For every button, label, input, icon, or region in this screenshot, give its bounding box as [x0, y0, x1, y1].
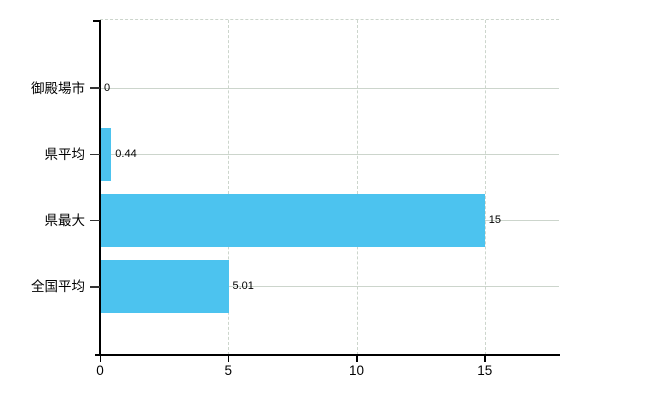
vertical-gridline	[228, 20, 230, 355]
bar	[100, 127, 112, 181]
bar	[100, 260, 229, 314]
plot-top-border	[100, 19, 559, 20]
vertical-gridline	[356, 20, 358, 355]
x-axis-tick-label: 10	[348, 363, 365, 378]
value-label: 5.01	[232, 280, 254, 293]
category-label: 県平均	[44, 146, 86, 162]
horizontal-gridline	[100, 87, 559, 89]
horizontal-gridline	[100, 153, 559, 155]
value-label: 0.44	[115, 147, 137, 160]
horizontal-gridline	[100, 286, 559, 288]
plot-area: 0 0.44 15 5.01	[90, 19, 560, 362]
x-axis-tick	[484, 355, 486, 362]
x-axis-tick	[356, 355, 358, 362]
value-label: 15	[488, 214, 501, 227]
x-axis-line	[95, 354, 560, 356]
y-axis-tick	[90, 219, 100, 222]
y-axis-labels: 御殿場市県平均県最大全国平均	[0, 20, 85, 355]
x-axis-tick	[99, 355, 101, 362]
category-label: 御殿場市	[31, 80, 85, 96]
y-axis-top-tick	[93, 20, 100, 22]
y-axis-tick	[90, 153, 100, 156]
x-axis-tick-label: 5	[224, 363, 233, 378]
y-axis-line	[99, 20, 101, 355]
x-axis-tick	[227, 355, 230, 362]
bar	[100, 194, 485, 248]
category-label: 県最大	[44, 213, 86, 229]
y-axis-tick	[90, 87, 100, 89]
value-label: 0	[104, 81, 111, 94]
x-axis-tick-label: 15	[477, 363, 493, 378]
x-axis-tick-label: 0	[96, 363, 104, 378]
y-axis-tick	[90, 286, 100, 288]
category-label: 全国平均	[31, 279, 85, 295]
vertical-gridline	[484, 20, 486, 355]
